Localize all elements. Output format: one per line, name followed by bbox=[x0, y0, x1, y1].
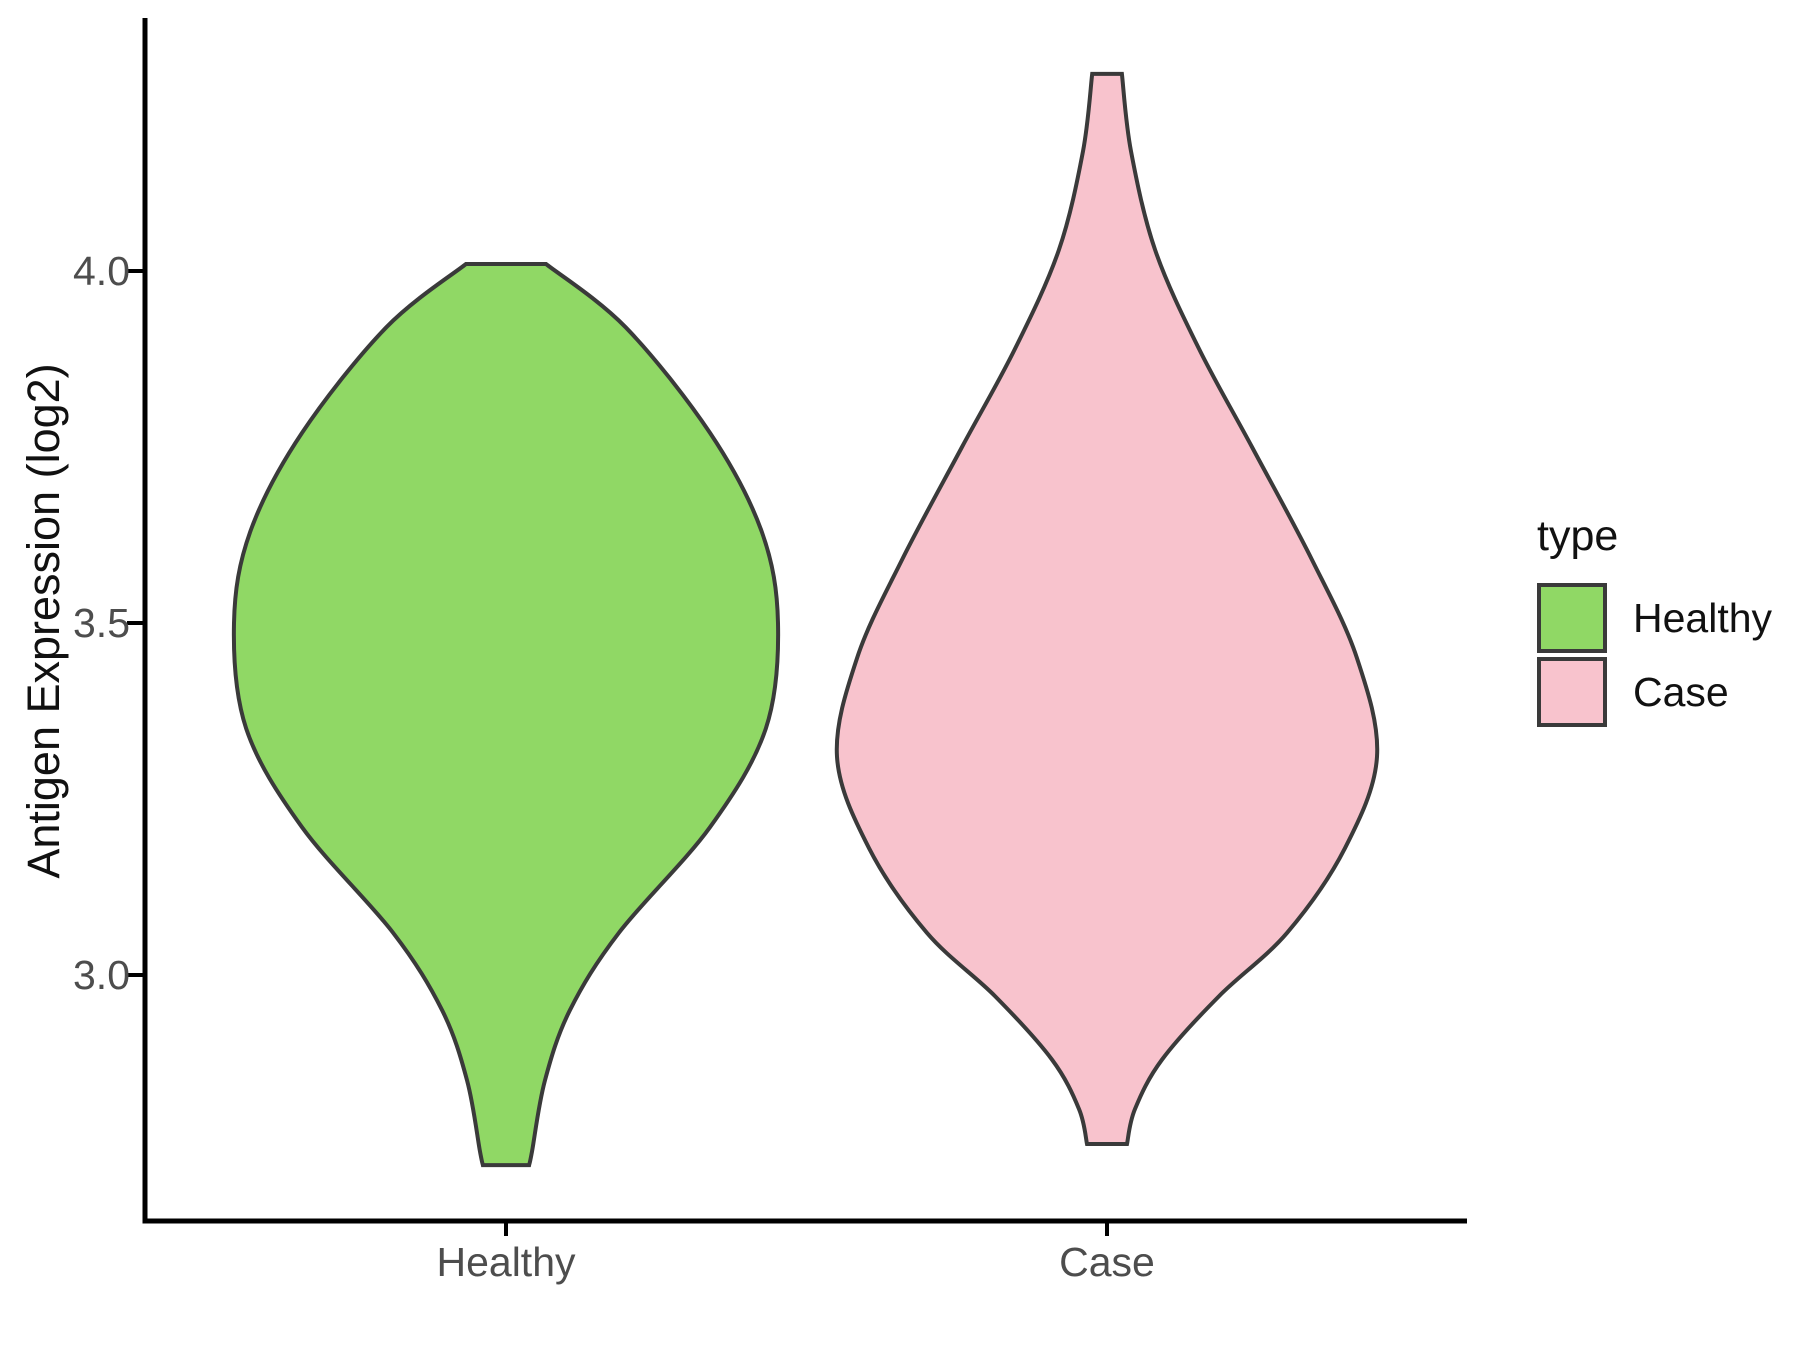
y-tick-label-4.0: 4.0 bbox=[73, 248, 130, 294]
x-tick-label-case: Case bbox=[1059, 1239, 1155, 1285]
x-tick-label-healthy: Healthy bbox=[436, 1239, 576, 1285]
y-tick-label-3.0: 3.0 bbox=[73, 952, 130, 998]
violin-case bbox=[834, 71, 1380, 1146]
y-tick-label-3.5: 3.5 bbox=[73, 600, 130, 646]
legend-item-case: Case bbox=[1537, 655, 1772, 729]
legend: type Healthy Case bbox=[1537, 512, 1772, 729]
violin-healthy bbox=[231, 262, 781, 1168]
legend-item-healthy: Healthy bbox=[1537, 581, 1772, 655]
legend-label-healthy: Healthy bbox=[1633, 594, 1773, 641]
legend-key-case-swatch bbox=[1537, 657, 1607, 727]
legend-key-healthy-swatch bbox=[1537, 583, 1607, 653]
legend-title: type bbox=[1537, 512, 1619, 560]
legend-label-case: Case bbox=[1633, 668, 1729, 715]
